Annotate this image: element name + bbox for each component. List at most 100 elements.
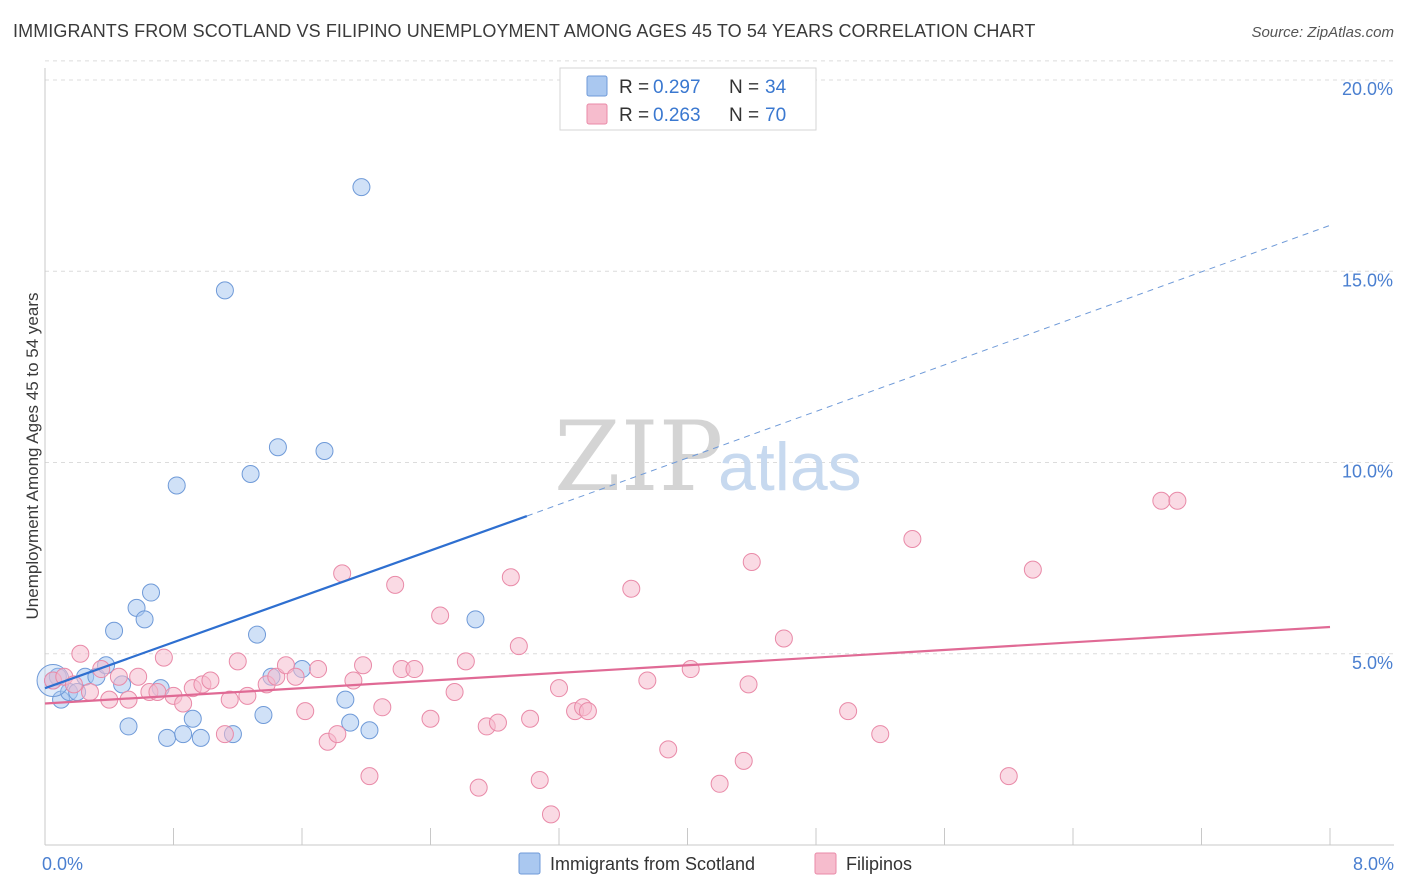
y-tick-label-3: 20.0% [1342,79,1393,99]
legend-n-value-scotland: 34 [765,77,787,98]
legend-swatch-scotland [586,75,608,97]
bottom-legend-label-scotland: Immigrants from Scotland [550,854,755,874]
y-tick-label-1: 10.0% [1342,462,1393,482]
filipinos-point-37 [405,660,424,679]
filipinos-point-18 [215,725,234,744]
legend-n-label-scotland: N = [729,77,759,98]
filipinos-point-14 [174,694,193,713]
filipinos-point-12 [154,648,173,667]
filipinos-point-63 [871,725,890,744]
scotland-point-21 [248,625,267,644]
filipinos-point-38 [421,709,440,728]
axes [44,68,1394,846]
trend-lines [44,224,1331,705]
filipinos-point-27 [309,660,328,679]
filipinos-point-3 [71,644,90,663]
filipinos-point-21 [238,686,257,705]
y-tick-labels: 5.0% 10.0% 15.0% 20.0% [1342,79,1393,673]
scotland-point-27 [336,690,355,709]
scotland-point-22 [254,705,273,724]
filipinos-point-57 [710,774,729,793]
source-label: Source: ZipAtlas.com [1251,24,1394,41]
filipinos-point-56 [681,660,700,679]
filipinos-point-34 [373,698,392,717]
legend-r-label-filipinos: R = [619,105,649,126]
bottom-legend-swatch-filipinos [814,852,837,875]
filipinos-point-19 [220,690,239,709]
filipinos-point-42 [469,778,488,797]
scotland-point-14 [167,476,186,495]
scotland-point-11 [142,583,161,602]
filipinos-point-55 [659,740,678,759]
grid-lines [45,60,1394,655]
scotland-point-26 [315,442,334,461]
legend-r-label-scotland: R = [619,77,649,98]
chart-title: IMMIGRANTS FROM SCOTLAND VS FILIPINO UNE… [13,21,1036,41]
x-tick-label-max: 8.0% [1353,854,1394,874]
y-tick-label-2: 15.0% [1342,270,1393,290]
filipinos-point-29 [328,725,347,744]
filipinos-point-65 [999,767,1018,786]
scotland-point-31 [466,610,485,629]
filipinos-point-44 [488,713,507,732]
watermark-atlas: atlas [718,429,862,505]
filipinos-point-58 [734,751,753,770]
scotland-point-15 [174,725,193,744]
legend-r-value-filipinos: 0.263 [653,105,701,126]
legend-n-value-filipinos: 70 [765,105,786,126]
filipinos-point-64 [903,530,922,548]
scotland-point-20 [241,464,260,483]
filipinos-point-67 [1152,491,1171,510]
filipinos-point-7 [109,667,128,686]
filipinos-point-69 [578,702,597,721]
filipinos-point-61 [774,629,793,648]
filipinos-point-32 [354,656,373,675]
filipinos-point-48 [530,770,549,789]
legend-r-value-scotland: 0.297 [653,77,701,98]
filipinos-point-47 [521,709,540,728]
filipinos-point-4 [80,683,99,701]
scotland-point-28 [341,713,360,732]
filipinos-point-49 [541,805,560,824]
legend-n-label-filipinos: N = [729,105,759,126]
filipinos-point-33 [360,767,379,786]
scotland-point-6 [105,621,124,640]
y-tick-label-0: 5.0% [1352,653,1393,673]
filipinos-point-24 [276,656,295,675]
filipinos-point-60 [742,552,761,571]
filipinos-point-45 [501,568,520,587]
filipinos-point-39 [431,606,450,625]
filipinos-point-62 [839,702,858,721]
filipinos-point-9 [129,667,148,686]
scotland-point-13 [158,728,177,747]
bottom-legend-label-filipinos: Filipinos [846,854,912,874]
filipinos-point-25 [286,667,305,686]
filipinos-point-66 [1023,560,1042,579]
bottom-legend: Immigrants from Scotland Filipinos [518,852,912,875]
filipinos-trend-line [44,625,1331,705]
bottom-legend-swatch-scotland [518,852,541,875]
scotland-point-29 [352,178,371,197]
legend-swatch-filipinos [586,103,608,125]
scotland-point-30 [360,721,379,740]
watermark-zip: ZIP [554,401,723,513]
filipinos-point-41 [456,652,475,671]
x-tick-label-min: 0.0% [42,854,83,874]
scotland-point-16 [183,709,202,728]
filipinos-point-50 [550,679,568,698]
filipinos-point-54 [638,671,657,690]
filipinos-point-35 [386,575,405,594]
scotland-point-8 [119,717,138,736]
filipinos-point-59 [739,675,758,694]
scotland-point-24 [268,438,287,457]
series-filipinos-points [44,491,1187,824]
scotland-point-18 [215,281,234,300]
filipinos-point-53 [622,579,641,598]
filipinos-point-17 [201,671,220,690]
scotland-trend-line [44,515,528,690]
filipinos-point-26 [296,702,315,721]
legend-box: R = 0.297 N = 34 R = 0.263 N = 70 [559,67,817,131]
filipinos-point-23 [267,667,286,686]
filipinos-point-40 [445,683,464,701]
